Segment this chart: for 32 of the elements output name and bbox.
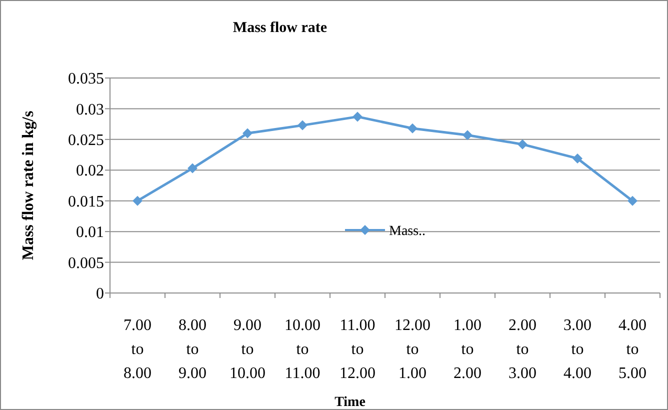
y-tick-label: 0.035 bbox=[68, 70, 104, 88]
x-tick-label: 9.00 to 10.00 bbox=[230, 317, 266, 382]
x-tick-label: 10.00 to 11.00 bbox=[284, 317, 320, 382]
x-tick-label: 1.00 to 2.00 bbox=[454, 317, 482, 382]
x-tick-label: 3.00 to 4.00 bbox=[564, 317, 592, 382]
x-tick-label: 7.00 to 8.00 bbox=[124, 317, 152, 382]
y-tick-label: 0.02 bbox=[76, 162, 104, 180]
point bbox=[408, 123, 418, 134]
point bbox=[298, 120, 308, 130]
point bbox=[572, 153, 582, 164]
point bbox=[352, 112, 362, 122]
y-tick-label: 0.03 bbox=[76, 101, 104, 118]
legend-label: Mass.. bbox=[389, 224, 426, 239]
point bbox=[242, 128, 252, 138]
y-axis-title: Mass flow rate in kg/s bbox=[20, 110, 37, 260]
x-tick-label: 8.00 to 9.00 bbox=[178, 317, 206, 382]
x-tick-label: 4.00 to 5.00 bbox=[618, 317, 646, 382]
x-tick-label: 12.00 to 1.00 bbox=[394, 317, 430, 382]
point bbox=[132, 196, 142, 206]
point bbox=[188, 163, 198, 174]
x-tick-label: 2.00 to 3.00 bbox=[508, 317, 536, 382]
point bbox=[628, 196, 638, 206]
y-tick-label: 0.015 bbox=[68, 193, 104, 210]
y-tick-label: 0.01 bbox=[76, 224, 104, 242]
y-tick-label: 0.005 bbox=[68, 254, 104, 272]
point bbox=[462, 130, 472, 140]
y-tick-label: 0 bbox=[96, 286, 104, 303]
point bbox=[518, 139, 528, 150]
y-tick-label: 0.025 bbox=[68, 132, 104, 150]
x-axis-title: Time bbox=[334, 395, 366, 410]
x-tick-label: 11.00 to 12.00 bbox=[340, 317, 376, 382]
chart-title: Mass flow rate bbox=[232, 20, 328, 36]
